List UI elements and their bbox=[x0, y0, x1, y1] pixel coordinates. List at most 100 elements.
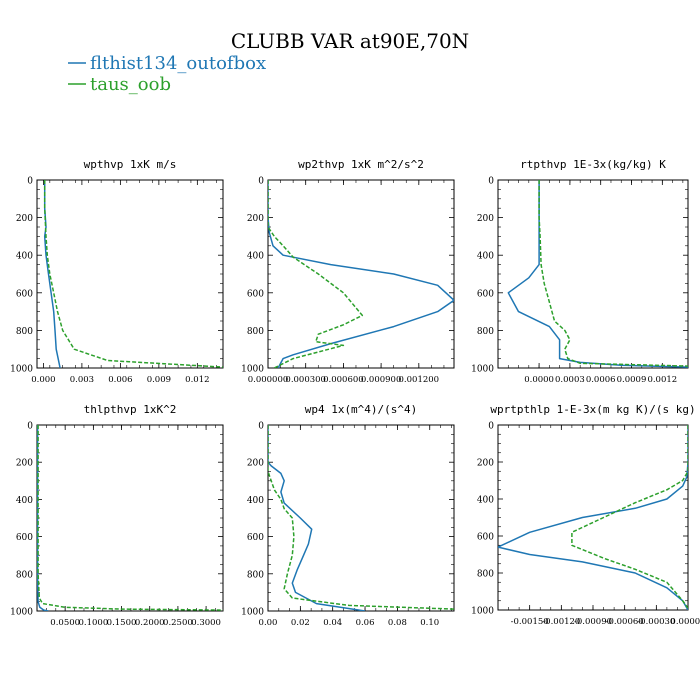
y-tick-label: 200 bbox=[247, 214, 264, 224]
x-tick-label: 0.2500 bbox=[163, 618, 193, 628]
legend-label-taus-oob: taus_oob bbox=[90, 74, 171, 95]
x-tick-label: 0.0012 bbox=[647, 375, 677, 385]
legend-label-flthist134-outofbox: flthist134_outofbox bbox=[90, 53, 266, 74]
y-tick-label: 800 bbox=[247, 570, 264, 580]
y-tick-label: 200 bbox=[477, 459, 494, 469]
y-tick-label: 600 bbox=[16, 289, 33, 299]
subplot-title: wp2thvp 1xK m^2/s^2 bbox=[298, 158, 424, 171]
y-tick-label: 600 bbox=[16, 533, 33, 543]
y-tick-label: 1000 bbox=[241, 365, 264, 375]
plot-frame bbox=[36, 179, 224, 369]
x-tick-label: 0.0006 bbox=[586, 375, 616, 385]
series-line-flthist134-outofbox bbox=[268, 425, 366, 611]
y-tick-label: 0 bbox=[488, 177, 494, 187]
x-tick-label: 0.0000 bbox=[524, 375, 554, 385]
series-line-flthist134-outofbox bbox=[498, 425, 688, 610]
series-line-taus-oob bbox=[37, 425, 223, 611]
subplot-title: rtpthvp 1E-3x(kg/kg) K bbox=[520, 158, 666, 171]
plot-frame bbox=[267, 424, 455, 612]
series-line-flthist134-outofbox bbox=[43, 180, 61, 368]
figure-title: CLUBB VAR at90E,70N bbox=[231, 29, 469, 53]
x-tick-label: 0.006 bbox=[108, 375, 132, 385]
x-tick-label: 0.3000 bbox=[191, 618, 221, 628]
y-tick-label: 1000 bbox=[471, 365, 494, 375]
x-tick-label: -0.00120 bbox=[542, 617, 580, 627]
subplot-title: thlpthvp 1xK^2 bbox=[84, 403, 177, 416]
subplot-6: wprtpthlp 1-E-3x(m kg K)/(s kg) 0 200 400 60… bbox=[471, 403, 700, 627]
legend-entry: taus_oob bbox=[68, 74, 171, 95]
y-tick-label: 600 bbox=[247, 533, 264, 543]
y-tick-label: 600 bbox=[247, 289, 264, 299]
plot-frame bbox=[267, 179, 455, 369]
y-tick-label: 0 bbox=[27, 177, 33, 187]
subplot-2: wp2thvp 1xK m^2/s^2020040060080010000.00… bbox=[241, 158, 455, 385]
x-tick-label: 0.10 bbox=[420, 618, 439, 628]
x-tick-label: 0.2000 bbox=[135, 618, 165, 628]
x-tick-label: 0.00000 bbox=[670, 617, 700, 627]
y-tick-label: 200 bbox=[16, 459, 33, 469]
x-tick-label: -0.00030 bbox=[637, 617, 675, 627]
x-tick-label: 0.0003 bbox=[555, 375, 585, 385]
y-tick-label: 1000 bbox=[10, 365, 33, 375]
legend-entry: flthist134_outofbox bbox=[68, 53, 266, 74]
x-tick-label: -0.00090 bbox=[574, 617, 612, 627]
x-tick-label: 0.000 bbox=[31, 375, 55, 385]
series-line-flthist134-outofbox bbox=[268, 180, 454, 368]
y-tick-label: 1000 bbox=[241, 608, 264, 618]
x-tick-label: 0.000600 bbox=[323, 375, 364, 385]
subplot-title: wpthvp 1xK m/s bbox=[84, 158, 177, 171]
y-tick-label: 0 bbox=[258, 422, 264, 432]
y-tick-label: 800 bbox=[16, 327, 33, 337]
x-tick-label: 0.04 bbox=[323, 618, 342, 628]
x-tick-label: 0.009 bbox=[147, 375, 171, 385]
subplot-title: wp4 1x(m^4)/(s^4) bbox=[305, 403, 418, 416]
plot-frame bbox=[36, 424, 224, 612]
y-tick-label: 600 bbox=[477, 533, 494, 543]
series-line-taus-oob bbox=[571, 425, 688, 609]
series-line-taus-oob bbox=[538, 180, 688, 367]
x-tick-label: 0.1000 bbox=[78, 618, 108, 628]
y-tick-label: 800 bbox=[477, 570, 494, 580]
y-tick-label: 0 bbox=[258, 177, 264, 187]
subplot-3: rtpthvp 1E-3x(kg/kg) K 0 200 400 600 800 1000 0… bbox=[471, 158, 689, 385]
x-tick-label: 0.000900 bbox=[361, 375, 402, 385]
x-tick-label: 0.003 bbox=[70, 375, 94, 385]
plot-frame bbox=[497, 179, 689, 369]
x-tick-label: 0.08 bbox=[388, 618, 407, 628]
x-tick-label: -0.00060 bbox=[606, 617, 644, 627]
y-tick-label: 200 bbox=[247, 459, 264, 469]
y-tick-label: 400 bbox=[247, 496, 264, 506]
x-tick-label: -0.00150 bbox=[511, 617, 549, 627]
y-tick-label: 400 bbox=[247, 252, 264, 262]
series-line-taus-oob bbox=[268, 180, 364, 368]
subplot-title: wprtpthlp 1-E-3x(m kg K)/(s kg) bbox=[490, 403, 695, 416]
y-tick-label: 400 bbox=[16, 252, 33, 262]
x-tick-label: 0.02 bbox=[291, 618, 310, 628]
x-tick-label: 0.00 bbox=[259, 618, 278, 628]
y-tick-label: 200 bbox=[477, 214, 494, 224]
y-tick-label: 0 bbox=[488, 422, 494, 432]
y-tick-label: 400 bbox=[16, 496, 33, 506]
y-tick-label: 400 bbox=[477, 496, 494, 506]
y-tick-label: 400 bbox=[477, 252, 494, 262]
y-tick-label: 0 bbox=[27, 422, 33, 432]
y-tick-label: 1000 bbox=[471, 607, 494, 617]
series-line-flthist134-outofbox bbox=[507, 180, 688, 368]
plot-frame bbox=[497, 424, 689, 611]
x-tick-label: 0.012 bbox=[185, 375, 209, 385]
x-tick-label: 0.1500 bbox=[107, 618, 137, 628]
x-tick-label: 0.06 bbox=[356, 618, 375, 628]
y-tick-label: 600 bbox=[477, 289, 494, 299]
subplot-4: thlpthvp 1xK^2020040060080010000.05000.1… bbox=[10, 403, 224, 628]
x-tick-label: 0.0009 bbox=[617, 375, 647, 385]
y-tick-label: 800 bbox=[477, 327, 494, 337]
x-tick-label: 0.0500 bbox=[50, 618, 80, 628]
y-tick-label: 800 bbox=[16, 570, 33, 580]
series-line-taus-oob bbox=[268, 425, 454, 610]
x-tick-label: 0.000000 bbox=[248, 375, 289, 385]
x-tick-label: 0.000300 bbox=[285, 375, 326, 385]
series-line-taus-oob bbox=[43, 180, 223, 368]
